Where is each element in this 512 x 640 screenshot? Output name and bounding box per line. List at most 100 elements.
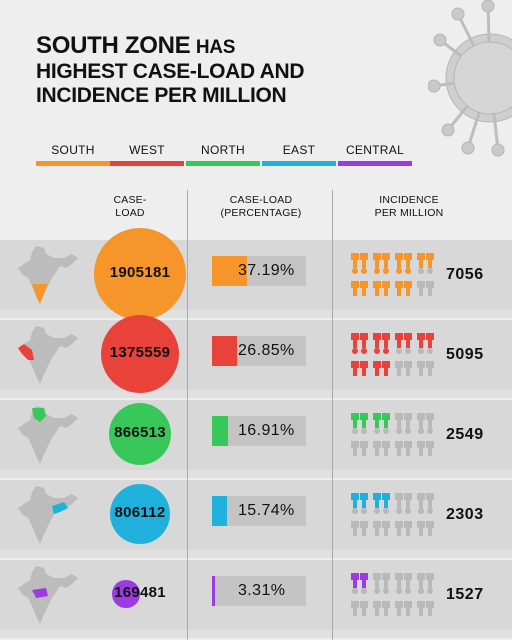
person-icon <box>417 246 434 268</box>
india-map-icon <box>18 246 78 304</box>
person-icon <box>351 326 368 348</box>
header-caseload: CASE- LOAD <box>94 194 166 220</box>
person-icon <box>417 508 434 536</box>
incidence-icons <box>351 486 434 536</box>
column-divider <box>332 190 333 640</box>
legend-item-west: WEST <box>110 143 184 166</box>
person-icon <box>373 428 390 456</box>
row-shadow <box>0 470 512 478</box>
person-icon <box>417 348 434 376</box>
percentage-bar-track <box>212 256 306 286</box>
map-region-highlight <box>32 284 48 304</box>
person-icon <box>373 566 390 588</box>
percentage-bar-track <box>212 416 306 446</box>
person-icon <box>351 428 368 456</box>
legend-swatch <box>36 161 110 166</box>
india-map-icon <box>18 486 78 544</box>
incidence-value: 5095 <box>446 346 484 363</box>
india-map-icon <box>18 566 78 624</box>
person-icon <box>417 268 434 296</box>
map-region-highlight <box>32 408 46 422</box>
legend-label: NORTH <box>201 143 245 157</box>
percentage-bar-track <box>212 496 306 526</box>
header-caseload-line2: LOAD <box>115 207 145 219</box>
person-icon <box>417 406 434 428</box>
person-icon <box>351 486 368 508</box>
percentage-value: 15.74% <box>238 502 295 519</box>
incidence-value: 2549 <box>446 426 484 443</box>
india-map-icon <box>18 406 78 464</box>
legend-item-east: EAST <box>262 143 336 166</box>
header-incidence-line1: INCIDENCE <box>379 194 439 206</box>
person-icon <box>395 326 412 348</box>
header-incidence: INCIDENCE PER MILLION <box>354 194 464 220</box>
caseload-value: 866513 <box>114 424 166 441</box>
row-shadow <box>0 550 512 558</box>
person-icon <box>417 326 434 348</box>
percentage-value: 37.19% <box>238 262 295 279</box>
row-shadow <box>0 310 512 318</box>
percentage-value: 26.85% <box>238 342 295 359</box>
person-icon <box>373 246 390 268</box>
percentage-bar-fill <box>212 256 247 286</box>
india-map-icon <box>18 326 78 384</box>
row-shadow <box>0 630 512 638</box>
person-icon <box>417 486 434 508</box>
person-icon <box>395 268 412 296</box>
caseload-circle <box>112 580 140 608</box>
person-icon <box>351 268 368 296</box>
caseload-value: 806112 <box>114 504 166 521</box>
person-icon <box>395 508 412 536</box>
title-line1-b: HAS <box>195 37 236 58</box>
person-icon <box>373 406 390 428</box>
incidence-icons <box>351 566 434 616</box>
person-icon <box>351 348 368 376</box>
map-region-highlight <box>52 502 68 514</box>
person-icon <box>373 326 390 348</box>
header-incidence-line2: PER MILLION <box>374 207 444 219</box>
person-icon <box>373 348 390 376</box>
map-region-highlight <box>18 344 34 360</box>
person-icon <box>417 566 434 588</box>
title-line3: INCIDENCE PER MILLION <box>36 84 287 107</box>
incidence-value: 7056 <box>446 266 484 283</box>
page-title: SOUTH ZONE HAS HIGHEST CASE-LOAD AND INC… <box>36 32 305 108</box>
legend-swatch <box>262 161 336 166</box>
percentage-bar-track <box>212 336 306 366</box>
title-line2: HIGHEST CASE-LOAD AND <box>36 60 305 83</box>
caseload-circle <box>94 228 186 320</box>
person-icon <box>395 246 412 268</box>
percentage-value: 16.91% <box>238 422 295 439</box>
incidence-value: 2303 <box>446 506 484 523</box>
caseload-value: 169481 <box>114 584 166 601</box>
legend-item-south: SOUTH <box>36 143 110 166</box>
person-icon <box>373 486 390 508</box>
percentage-bar-fill <box>212 336 238 366</box>
person-icon <box>351 588 368 616</box>
caseload-circle <box>100 314 180 394</box>
person-icon <box>373 588 390 616</box>
legend-item-central: CENTRAL <box>338 143 412 166</box>
percentage-bar-fill <box>212 576 216 606</box>
legend-label: CENTRAL <box>345 143 405 157</box>
title-line1-a: SOUTH ZONE <box>36 32 191 59</box>
header-percentage-line2: (PERCENTAGE) <box>220 207 302 219</box>
legend-label: EAST <box>282 143 316 157</box>
legend-item-north: NORTH <box>186 143 260 166</box>
legend-label: WEST <box>129 143 165 157</box>
percentage-bar-fill <box>212 496 227 526</box>
person-icon <box>373 508 390 536</box>
percentage-value: 3.31% <box>238 582 286 599</box>
legend-swatch <box>338 161 412 166</box>
column-divider <box>187 190 188 640</box>
caseload-value: 1905181 <box>109 264 171 281</box>
caseload-circle <box>110 484 170 544</box>
percentage-bar-fill <box>212 416 228 446</box>
person-icon <box>395 486 412 508</box>
person-icon <box>351 508 368 536</box>
person-icon <box>395 428 412 456</box>
incidence-icons <box>351 406 434 456</box>
person-icon <box>351 406 368 428</box>
person-icon <box>417 428 434 456</box>
virus-illustration <box>428 0 512 157</box>
